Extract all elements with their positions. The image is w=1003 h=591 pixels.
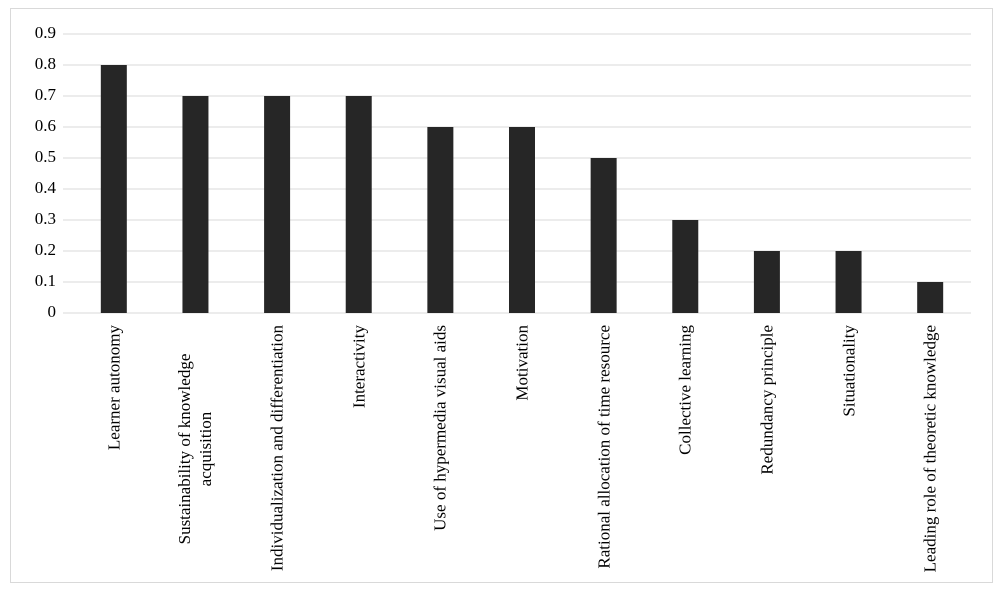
x-tick-label: Leading role of theoretic knowledge <box>920 325 940 573</box>
chart-frame <box>10 8 993 583</box>
x-tick-label: Collective learning <box>675 325 695 455</box>
x-tick-label: Redundancy principle <box>757 325 777 475</box>
y-tick-label: 0.2 <box>35 240 56 259</box>
bar <box>100 65 127 313</box>
x-tick-label: Sustainability of knowledge acquisition <box>175 353 216 545</box>
y-tick-label: 0.3 <box>35 209 56 228</box>
bar <box>264 96 291 313</box>
y-tick-label: 0.1 <box>35 271 56 290</box>
x-tick-label: Situationality <box>839 325 859 417</box>
bar <box>509 127 535 313</box>
y-tick-label: 0.9 <box>35 23 56 42</box>
y-tick-label: 0.4 <box>35 178 57 197</box>
bar <box>753 251 780 313</box>
x-tick-label: Interactivity <box>349 325 369 409</box>
bar <box>345 96 372 313</box>
y-tick-label: 0.6 <box>35 116 56 135</box>
x-tick-label: Motivation <box>512 325 532 401</box>
y-tick-label: 0.7 <box>35 85 57 104</box>
bar <box>672 220 699 313</box>
y-tick-label: 0 <box>48 302 57 321</box>
bar <box>835 251 862 313</box>
bar <box>590 158 617 313</box>
bar <box>917 282 944 313</box>
x-tick-label: Individualization and differentiation <box>267 325 287 572</box>
x-tick-label: Learner autonomy <box>104 325 124 451</box>
y-tick-label: 0.8 <box>35 54 56 73</box>
x-tick-label: Rational allocation of time resource <box>594 325 614 569</box>
y-tick-label: 0.5 <box>35 147 56 166</box>
bar <box>182 96 209 313</box>
bar <box>427 127 454 313</box>
x-tick-label: Use of hypermedia visual aids <box>430 325 450 531</box>
